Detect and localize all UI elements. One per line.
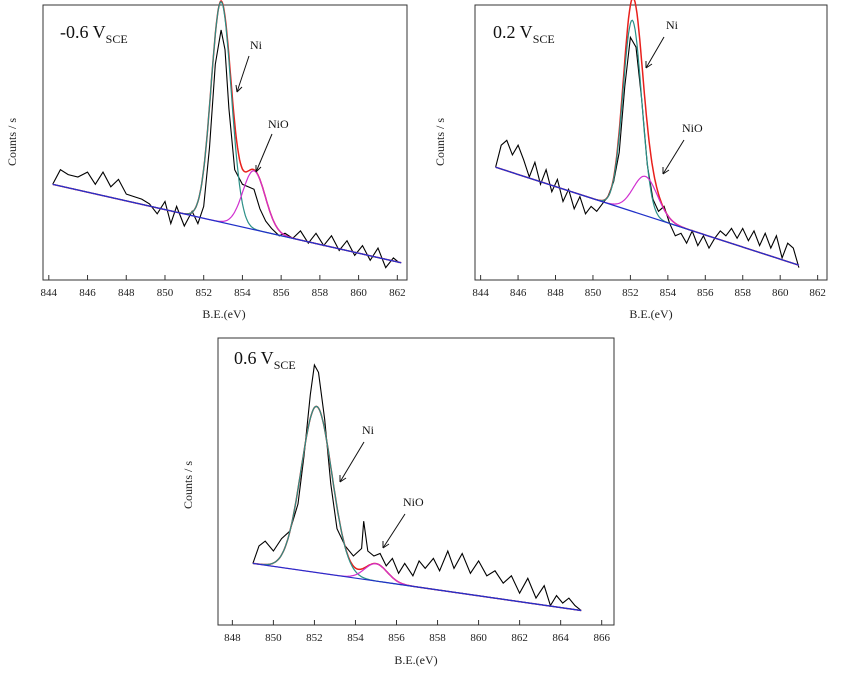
x-tick-label: 846 <box>510 287 527 299</box>
nio-annotation: NiO <box>403 495 424 509</box>
x-tick-label: 850 <box>157 287 174 299</box>
x-tick-label: 862 <box>511 632 528 644</box>
x-tick-label: 860 <box>350 287 367 299</box>
x-axis-label: B.E.(eV) <box>202 307 245 321</box>
x-axis-ticks: 844 846 848 850 852 854 856 858 860 862 <box>472 275 826 299</box>
x-tick-label: 854 <box>234 287 251 299</box>
nio-annotation: NiO <box>682 121 703 135</box>
x-tick-label: 856 <box>273 287 290 299</box>
x-tick-label: 858 <box>734 287 751 299</box>
x-tick-label: 852 <box>306 632 323 644</box>
nio-arrowhead <box>662 167 670 175</box>
plot-frame <box>217 337 615 626</box>
x-axis-label: B.E.(eV) <box>629 307 672 321</box>
nio-arrowhead <box>255 165 262 173</box>
ni-arrowhead <box>645 61 653 69</box>
x-tick-label: 848 <box>547 287 564 299</box>
ni-component-line <box>495 19 800 266</box>
x-tick-label: 854 <box>660 287 677 299</box>
x-tick-label: 852 <box>195 287 212 299</box>
ni-arrow <box>339 441 365 483</box>
panel-title: 0.6 VSCE <box>234 348 296 372</box>
x-tick-label: 854 <box>347 632 364 644</box>
x-axis-ticks: 848 850 852 854 856 858 860 862 864 866 <box>224 620 610 644</box>
baseline-line <box>495 166 800 266</box>
plot-frame <box>474 4 828 281</box>
ni-annotation: Ni <box>250 38 263 52</box>
raw-spectrum-line <box>495 35 800 268</box>
x-axis-ticks: 844 846 848 850 852 854 856 858 860 862 <box>41 275 406 299</box>
x-axis-label: B.E.(eV) <box>394 653 437 667</box>
ni-annotation: Ni <box>666 18 679 32</box>
x-tick-label: 852 <box>622 287 639 299</box>
x-tick-label: 856 <box>388 632 405 644</box>
y-axis-label: Counts / s <box>5 118 19 166</box>
ni-arrow <box>645 36 665 69</box>
x-tick-label: 862 <box>809 287 826 299</box>
x-tick-label: 858 <box>312 287 329 299</box>
x-tick-label: 848 <box>118 287 135 299</box>
nio-component-line <box>52 170 402 264</box>
nio-arrowhead <box>382 541 390 549</box>
panel-neg-0-6-vsce: 844 846 848 850 852 854 856 858 860 862 -0.6 VSCE… <box>5 0 408 321</box>
x-tick-label: 858 <box>429 632 446 644</box>
y-axis-label: Counts / s <box>181 461 195 509</box>
plot-frame <box>42 4 408 281</box>
panel-title: 0.2 VSCE <box>493 22 555 46</box>
ni-arrowhead <box>339 475 347 483</box>
ni-arrowhead <box>235 84 243 93</box>
x-tick-label: 846 <box>79 287 96 299</box>
x-tick-label: 856 <box>697 287 714 299</box>
nio-arrow <box>662 139 685 175</box>
series-group <box>495 0 800 268</box>
x-tick-label: 850 <box>265 632 282 644</box>
raw-spectrum-line <box>52 29 400 269</box>
x-tick-label: 862 <box>389 287 406 299</box>
series-group <box>252 363 582 612</box>
series-group <box>52 0 402 269</box>
panel-title: -0.6 VSCE <box>60 22 128 46</box>
x-tick-label: 848 <box>224 632 241 644</box>
nio-arrow <box>255 133 273 173</box>
x-tick-label: 866 <box>593 632 610 644</box>
ni-annotation: Ni <box>362 423 375 437</box>
panel-0-2-vsce: 844 846 848 850 852 854 856 858 860 862 0.2 VSCE … <box>433 0 828 321</box>
ni-arrow <box>236 55 250 93</box>
panel-0-6-vsce: 848 850 852 854 856 858 860 862 864 866 0.6 VSCE … <box>181 337 615 667</box>
x-tick-label: 864 <box>552 632 569 644</box>
x-tick-label: 860 <box>772 287 789 299</box>
raw-spectrum-line <box>252 363 582 611</box>
nio-arrow <box>382 513 406 549</box>
x-tick-label: 860 <box>470 632 487 644</box>
nio-annotation: NiO <box>268 117 289 131</box>
x-tick-label: 844 <box>41 287 58 299</box>
x-tick-label: 844 <box>472 287 489 299</box>
baseline-line <box>252 562 582 612</box>
x-tick-label: 850 <box>585 287 602 299</box>
y-axis-label: Counts / s <box>433 118 447 166</box>
baseline-line <box>52 183 402 264</box>
